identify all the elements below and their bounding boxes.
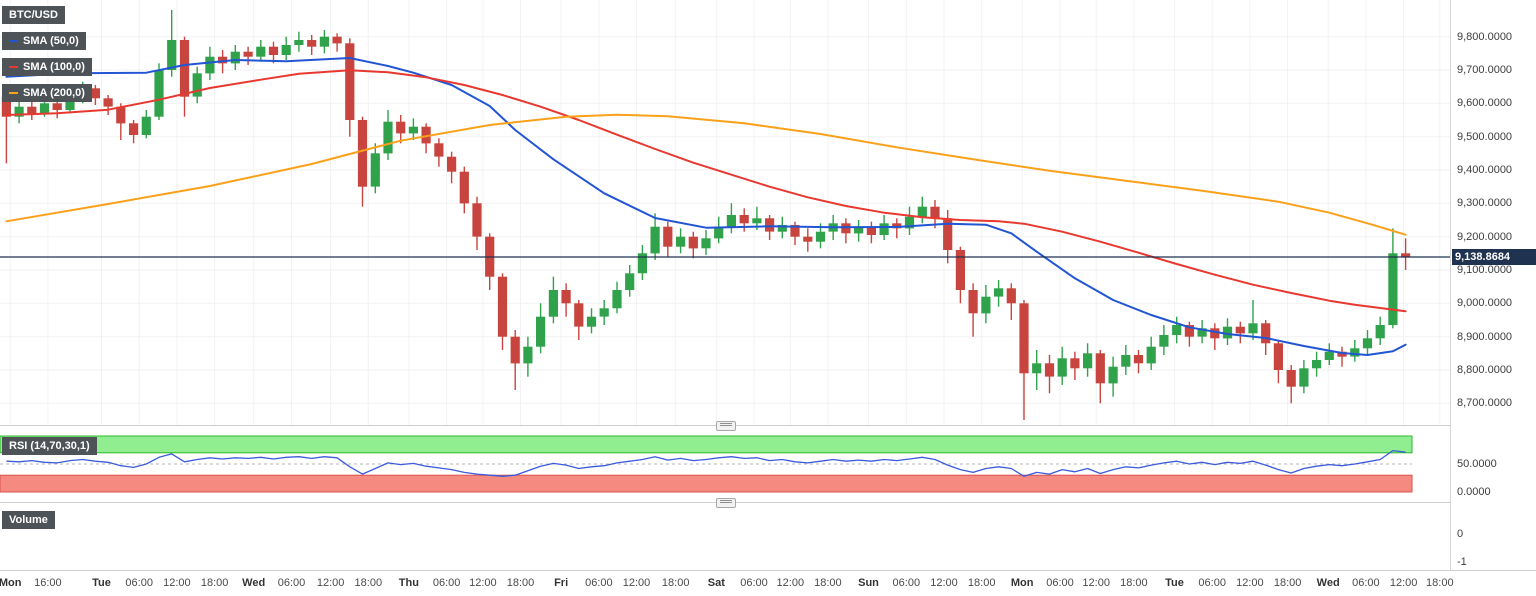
symbol-label: BTC/USD [9, 9, 58, 21]
price-tick-label: 9,100.0000 [1457, 264, 1513, 276]
price-axis[interactable]: 9,138.8684 9,800.0000 9,700.0000 9,600.000… [1450, 0, 1536, 570]
time-tick-label: 12:00 [316, 577, 345, 589]
time-tick-label: 12:00 [622, 577, 651, 589]
sma200-label: SMA (200,0) [23, 87, 85, 99]
time-tick-label: 18:00 [506, 577, 535, 589]
time-tick-label: 06:00 [125, 577, 153, 589]
time-tick-label: Fri [554, 577, 569, 589]
time-tick-label: 12:00 [1236, 577, 1264, 589]
price-tick-label: 9,300.0000 [1457, 197, 1513, 210]
rsi-oversold-band [0, 474, 1413, 493]
time-tick-label: 18:00 [1273, 577, 1302, 589]
time-axis[interactable]: Mon 16:00 Tue 06:00 12:00 18:00 Wed 06:00 12:00 1… [0, 570, 1536, 596]
time-tick-label: 06:00 [740, 577, 768, 589]
time-tick-label: Mon [1010, 577, 1034, 589]
sma-line-0 [5, 57, 1407, 356]
price-tick-label: 8,800.0000 [1457, 364, 1513, 376]
time-tick-label: Wed [1316, 577, 1340, 589]
volume-panel[interactable]: Volume [0, 503, 1450, 570]
rsi-panel[interactable]: RSI (14,70,30,1) [0, 432, 1450, 497]
time-tick-label: 18:00 [661, 577, 690, 589]
candlestick-chart [0, 0, 1450, 425]
price-tick-label: 9,400.0000 [1457, 164, 1513, 176]
time-tick-label: Wed [242, 577, 266, 589]
current-price-badge: 9,138.8684 [1452, 249, 1536, 266]
time-tick-label: 12:00 [1389, 577, 1418, 589]
time-tick-label: 06:00 [1046, 577, 1074, 589]
panel-divider [0, 425, 1536, 426]
price-tick-label: 9,700.0000 [1457, 64, 1513, 76]
time-tick-label: 12:00 [930, 577, 958, 589]
time-tick-label: 12:00 [1082, 577, 1110, 589]
time-tick-label: Tue [1165, 577, 1184, 589]
time-tick-label: 18:00 [1120, 577, 1148, 589]
sma50-color-icon [9, 40, 18, 42]
time-tick-label: Sat [707, 577, 725, 589]
time-tick-label: Thu [398, 577, 419, 589]
time-tick-label: Mon [0, 577, 22, 589]
symbol-badge[interactable]: BTC/USD [2, 6, 65, 24]
time-tick-label: 06:00 [277, 577, 306, 589]
price-tick-label: 9,500.0000 [1457, 130, 1513, 143]
time-tick-label: 16:00 [34, 577, 62, 589]
time-tick-label: 06:00 [892, 577, 921, 589]
price-tick-label: 9,000.0000 [1457, 297, 1513, 310]
rsi-chart [0, 435, 1413, 493]
volume-badge[interactable]: Volume [2, 511, 55, 529]
price-chart-panel[interactable]: BTC/USD SMA (50,0) SMA (100,0) SMA (200,… [0, 0, 1450, 425]
sma50-label: SMA (50,0) [23, 35, 79, 47]
volume-tick-label: -1 [1457, 556, 1467, 568]
panel-resize-handle-icon[interactable] [716, 498, 736, 508]
time-tick-label: 18:00 [967, 577, 996, 589]
panel-resize-handle-icon[interactable] [716, 421, 736, 431]
sma200-color-icon [9, 92, 18, 94]
volume-label: Volume [9, 514, 48, 526]
time-tick-label: 12:00 [469, 577, 497, 589]
time-tick-label: 06:00 [585, 577, 613, 589]
price-tick-label: 9,800.0000 [1457, 30, 1513, 43]
rsi-line [6, 449, 1406, 477]
rsi-label: RSI (14,70,30,1) [9, 440, 90, 452]
sma100-label: SMA (100,0) [23, 61, 85, 73]
sma200-badge[interactable]: SMA (200,0) [2, 84, 92, 102]
rsi-tick-label: 0.0000 [1457, 486, 1491, 498]
gridlines [0, 0, 1450, 425]
panel-divider [0, 570, 1536, 571]
rsi-tick-label: 50.0000 [1457, 458, 1497, 470]
sma-line-1 [5, 69, 1407, 313]
price-tick-label: 9,600.0000 [1457, 97, 1513, 110]
time-tick-label: 18:00 [1426, 577, 1454, 589]
rsi-overbought-band [0, 435, 1413, 454]
time-tick-label: 18:00 [354, 577, 383, 589]
time-tick-label: 06:00 [432, 577, 461, 589]
volume-tick-label: 0 [1457, 528, 1464, 540]
time-tick-label: Sun [858, 577, 879, 589]
panel-divider [0, 502, 1536, 503]
time-tick-label: 12:00 [163, 577, 191, 589]
sma100-badge[interactable]: SMA (100,0) [2, 58, 92, 76]
sma-line-2 [5, 113, 1407, 236]
time-tick-label: 06:00 [1352, 577, 1380, 589]
time-tick-label: 18:00 [200, 577, 229, 589]
time-tick-label: 06:00 [1198, 577, 1226, 589]
time-tick-label: 18:00 [814, 577, 842, 589]
price-tick-label: 9,200.0000 [1457, 230, 1513, 243]
rsi-badge[interactable]: RSI (14,70,30,1) [2, 437, 97, 455]
time-tick-label: 12:00 [776, 577, 805, 589]
sma50-badge[interactable]: SMA (50,0) [2, 32, 86, 50]
price-tick-label: 8,700.0000 [1457, 397, 1513, 410]
price-tick-label: 8,900.0000 [1457, 330, 1513, 343]
sma100-color-icon [9, 66, 18, 68]
candles [1, 10, 1411, 420]
time-tick-label: Tue [92, 577, 111, 589]
